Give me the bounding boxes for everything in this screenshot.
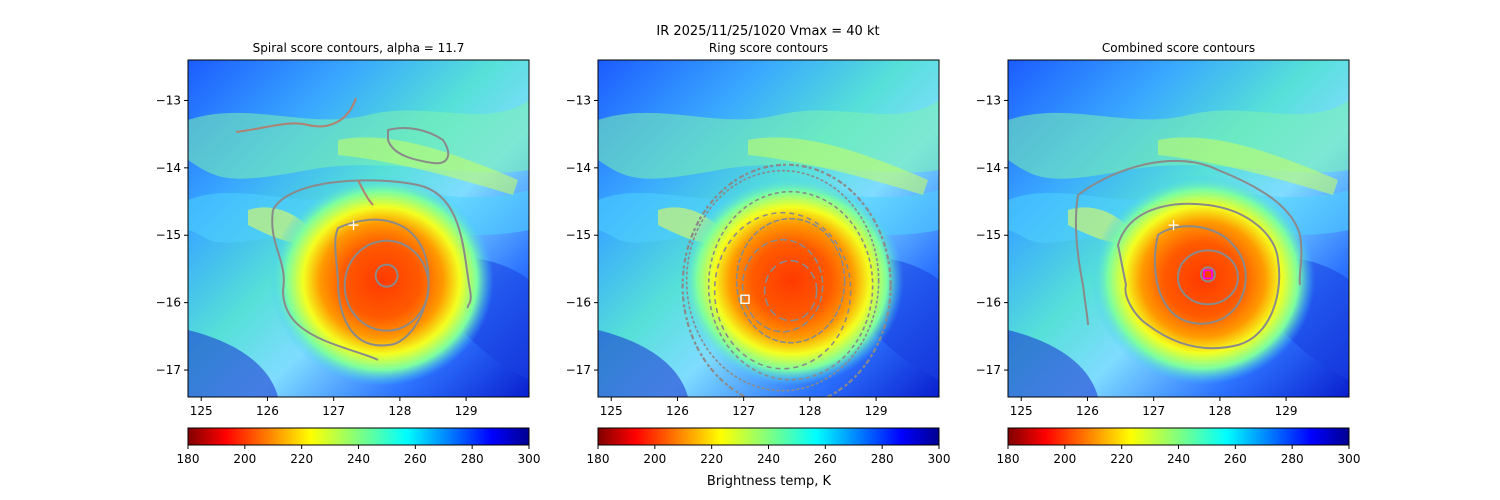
- ring-contour-inner: [741, 238, 824, 333]
- x-tick-label: 127: [732, 404, 755, 418]
- colorbar-tick-label: 180: [997, 452, 1020, 466]
- x-tick-label: 128: [1208, 404, 1231, 418]
- y-tick-label: −13: [156, 93, 181, 107]
- y-tick-label: −14: [156, 161, 181, 175]
- ring-contour-inner: [707, 190, 874, 381]
- panel-title: Ring score contours: [709, 41, 828, 55]
- spiral-contour-inner: [343, 239, 430, 332]
- colorbar-tick-label: 220: [1110, 452, 1133, 466]
- x-tick-label: 126: [666, 404, 689, 418]
- y-tick-label: −14: [976, 161, 1001, 175]
- colorbar-tick-label: 280: [871, 452, 894, 466]
- heatmap: [598, 60, 939, 397]
- y-tick-label: −17: [566, 363, 591, 377]
- cloud-band: [188, 330, 278, 397]
- spiral-contour-core: [374, 263, 399, 288]
- colorbar-tick-label: 240: [1167, 452, 1190, 466]
- ring-contour-inner: [685, 169, 880, 392]
- y-tick-label: −16: [156, 296, 181, 310]
- x-tick-label: 126: [256, 404, 279, 418]
- track-square-marker: [740, 294, 750, 304]
- storm-core: [679, 175, 904, 386]
- colorbar-tick-label: 240: [757, 452, 780, 466]
- spiral-contour-tail: [357, 179, 374, 206]
- combined-contour-mid: [1116, 202, 1281, 350]
- axes-frame: [187, 59, 530, 398]
- colorbar-tick-label: 300: [928, 452, 951, 466]
- y-tick-label: −16: [566, 296, 591, 310]
- combined-contour-center: [1199, 266, 1216, 283]
- panel-title: Combined score contours: [1102, 41, 1255, 55]
- track-plus-marker: [1168, 220, 1179, 231]
- x-tick-label: 125: [600, 404, 623, 418]
- y-tick-label: −13: [566, 93, 591, 107]
- colorbar-tick-label: 180: [587, 452, 610, 466]
- panel-1: Spiral score contours, alpha = 11.7 125 12…: [156, 41, 541, 466]
- ring-contour-inner: [713, 211, 852, 370]
- x-tick-label: 128: [388, 404, 411, 418]
- y-tick-label: −13: [976, 93, 1001, 107]
- colorbar-tick-label: 260: [1224, 452, 1247, 466]
- panel-3: Combined score contours 125 126 127 128 129 −1…: [976, 41, 1361, 466]
- center-marker: [1203, 269, 1213, 280]
- colorbar: [597, 427, 940, 446]
- colorbar-tick-label: 200: [643, 452, 666, 466]
- spiral-contour-mid: [334, 218, 430, 347]
- cloud-band: [1008, 330, 1098, 397]
- combined-contour-inner: [1153, 225, 1247, 325]
- x-tick-label: 127: [322, 404, 345, 418]
- combined-contour-core: [1176, 249, 1239, 306]
- colorbar-tick-label: 260: [814, 452, 837, 466]
- cloud-band: [1158, 137, 1338, 195]
- y-tick-label: −15: [976, 228, 1001, 242]
- y-tick-label: −17: [976, 363, 1001, 377]
- x-tick-label: 125: [190, 404, 213, 418]
- colorbar-tick-label: 240: [347, 452, 370, 466]
- colorbar-tick-label: 180: [177, 452, 200, 466]
- y-tick-label: −16: [976, 296, 1001, 310]
- cloud-band: [598, 330, 688, 397]
- colorbar-tick-label: 280: [461, 452, 484, 466]
- axes-frame: [597, 59, 940, 398]
- y-tick-label: −17: [156, 363, 181, 377]
- storm-core: [269, 175, 494, 386]
- colorbar-tick-label: 280: [1281, 452, 1304, 466]
- colorbar-label: Brightness temp, K: [707, 474, 832, 489]
- spiral-contour-north: [387, 127, 450, 165]
- figure-title: IR 2025/11/25/1020 Vmax = 40 kt: [656, 24, 879, 39]
- colorbar: [1007, 427, 1350, 446]
- colorbar-tick-label: 220: [700, 452, 723, 466]
- ring-contour-inner: [763, 259, 818, 322]
- cloud-band: [748, 137, 928, 195]
- spiral-contour-outer: [271, 179, 472, 361]
- ring-contour-inner: [735, 217, 846, 344]
- panel-title: Spiral score contours, alpha = 11.7: [253, 41, 465, 55]
- y-tick-label: −15: [566, 228, 591, 242]
- x-tick-label: 129: [455, 404, 478, 418]
- combined-contour-outer: [1074, 159, 1303, 326]
- heatmap: [188, 60, 529, 397]
- panel-2: Ring score contours 125 126 127 128 129 −13 −14…: [566, 41, 951, 466]
- colorbar-tick-label: 220: [290, 452, 313, 466]
- colorbar-tick-label: 300: [1338, 452, 1361, 466]
- colorbar-tick-label: 200: [1053, 452, 1076, 466]
- x-tick-label: 129: [865, 404, 888, 418]
- y-tick-label: −15: [156, 228, 181, 242]
- x-tick-label: 127: [1142, 404, 1165, 418]
- y-tick-label: −14: [566, 161, 591, 175]
- heatmap: [1008, 60, 1349, 397]
- x-tick-label: 126: [1076, 404, 1099, 418]
- x-tick-label: 125: [1010, 404, 1033, 418]
- track-plus-marker: [348, 220, 359, 231]
- colorbar-tick-label: 300: [518, 452, 541, 466]
- cloud-band: [338, 137, 518, 195]
- x-tick-label: 128: [798, 404, 821, 418]
- colorbar-tick-label: 260: [404, 452, 427, 466]
- x-tick-label: 129: [1275, 404, 1298, 418]
- spiral-contour-arm: [235, 97, 357, 133]
- colorbar-tick-label: 200: [233, 452, 256, 466]
- colorbar: [187, 427, 530, 446]
- axes-frame: [1007, 59, 1350, 398]
